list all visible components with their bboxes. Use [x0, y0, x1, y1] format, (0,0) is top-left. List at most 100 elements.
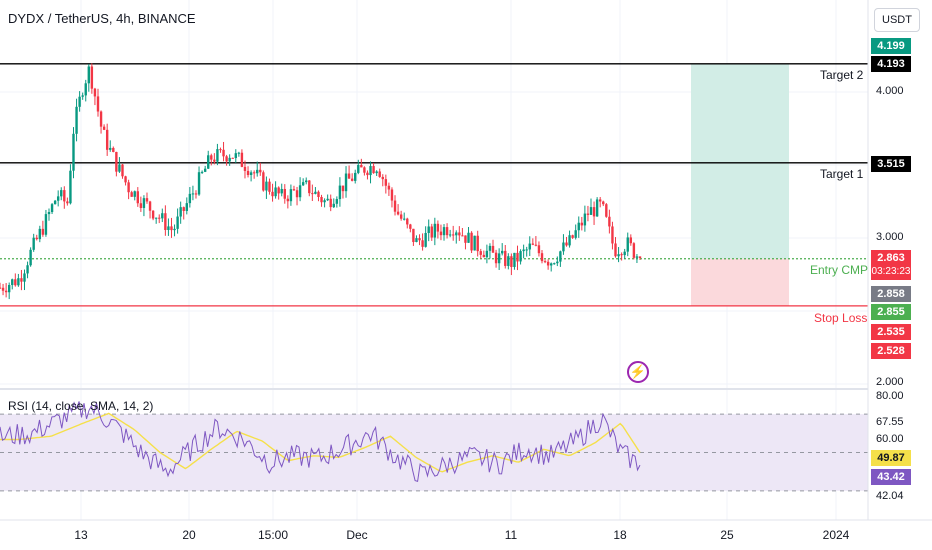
candle-body	[344, 173, 348, 192]
candle-body	[632, 243, 636, 258]
stop-zone	[691, 258, 789, 306]
candle-body	[562, 242, 565, 252]
candle-body	[381, 176, 384, 180]
candle-body	[470, 232, 473, 251]
chart-title[interactable]: DYDX / TetherUS, 4h, BINANCE	[8, 11, 196, 26]
candle-body	[148, 201, 152, 211]
time-tick-18: 18	[613, 528, 627, 542]
candle-body	[347, 173, 351, 179]
candle-body	[375, 171, 378, 174]
candle-body	[38, 228, 42, 240]
price-badge-target1: 3.515	[871, 156, 911, 172]
rsi-value-badge: 43.42	[871, 469, 911, 485]
candle-body	[136, 191, 139, 204]
candle-body	[488, 245, 492, 251]
candle-body	[396, 211, 400, 215]
candle-body	[363, 167, 366, 173]
candle-body	[445, 227, 449, 236]
candle-body	[14, 279, 17, 286]
candle-body	[393, 200, 397, 212]
candle-body	[412, 228, 415, 243]
candle-body	[479, 251, 482, 255]
candle-body	[225, 156, 228, 162]
currency-button[interactable]: USDT	[874, 8, 920, 32]
rsi-title[interactable]: RSI (14, close, SMA, 14, 2)	[8, 399, 154, 413]
candle-body	[23, 273, 26, 282]
candle-body	[130, 192, 133, 197]
target2-label: Target 2	[820, 68, 864, 82]
candle-body	[231, 157, 234, 159]
candle-body	[265, 181, 268, 191]
candle-body	[620, 254, 623, 256]
candle-body	[292, 189, 296, 191]
candle-body	[617, 254, 620, 257]
candle-body	[409, 224, 412, 229]
candle-body	[176, 216, 179, 229]
candle-body	[289, 189, 293, 202]
candle-body	[559, 251, 562, 262]
candle-body	[0, 287, 2, 289]
candle-body	[93, 88, 97, 97]
candle-body	[151, 210, 155, 219]
candle-body	[366, 172, 369, 176]
candle-body	[311, 193, 314, 195]
candle-body	[41, 228, 45, 235]
candle-body	[589, 207, 593, 215]
candle-body	[436, 223, 440, 232]
candle-body	[350, 178, 354, 181]
candle-body	[516, 252, 519, 262]
candle-body	[507, 256, 510, 266]
candle-body	[240, 152, 244, 167]
rsi-line	[0, 401, 641, 483]
candle-body	[623, 251, 626, 256]
candle-body	[105, 129, 109, 150]
candle-body	[124, 176, 127, 183]
candle-body	[421, 240, 424, 247]
candle-body	[17, 278, 20, 286]
rsi-levels	[0, 413, 868, 492]
candle-body	[553, 263, 556, 265]
candle-body	[360, 165, 363, 168]
price-badge-entry: 2.858	[871, 286, 911, 302]
candle-body	[427, 226, 430, 233]
candle-body	[510, 256, 513, 267]
candle-body	[246, 170, 250, 175]
candle-body	[271, 191, 274, 197]
candle-body	[4, 290, 8, 293]
candle-body	[513, 252, 516, 267]
candle-body	[476, 235, 479, 252]
time-tick-25: 25	[720, 528, 734, 542]
candle-body	[47, 212, 51, 215]
candle-body	[608, 216, 611, 227]
candle-body	[81, 95, 84, 97]
lightning-icon[interactable]: ⚡	[627, 361, 649, 383]
candle-body	[90, 66, 94, 89]
candle-body	[341, 185, 345, 192]
candle-body	[203, 168, 207, 172]
candle-body	[145, 198, 149, 202]
candle-body	[418, 238, 421, 241]
candle-body	[549, 263, 553, 266]
candle-body	[283, 188, 286, 199]
candle-body	[387, 185, 391, 190]
candle-body	[439, 231, 443, 236]
candle-body	[424, 232, 427, 247]
candle-body	[167, 226, 170, 230]
candle-body	[369, 166, 372, 176]
candle-body	[519, 251, 522, 262]
candle-body	[314, 191, 317, 194]
candle-body	[467, 232, 470, 243]
candle-body	[170, 226, 173, 231]
candle-body	[338, 185, 342, 200]
candle-body	[127, 182, 130, 193]
candle-body	[317, 191, 320, 197]
time-tick-1500: 15:00	[257, 528, 289, 542]
candle-body	[491, 245, 495, 253]
candle-body	[531, 243, 535, 245]
candle-body	[179, 207, 182, 217]
candle-body	[497, 253, 501, 264]
candle-body	[305, 180, 308, 183]
candle-body	[565, 242, 568, 246]
candle-body	[197, 172, 201, 195]
